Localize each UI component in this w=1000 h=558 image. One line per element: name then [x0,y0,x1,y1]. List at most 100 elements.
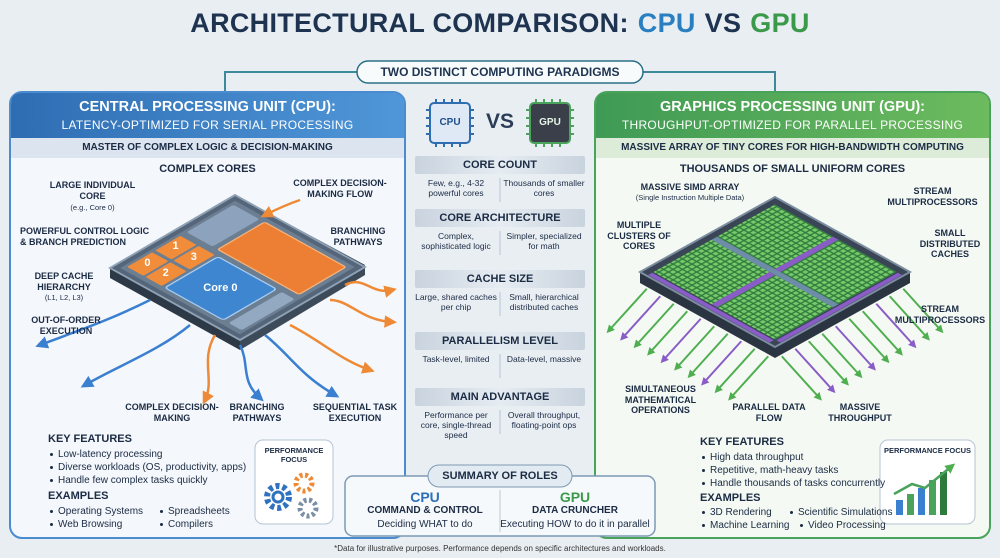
core-label: 0 [144,256,151,269]
core-label: 1 [172,240,179,253]
summary-heading: SUMMARY OF ROLES [442,470,558,482]
row-cell: Overall throughput, floating-point ops [507,410,581,430]
flow-arrow [821,333,863,379]
section-heading: KEY FEATURES [48,433,132,445]
flow-arrow [728,355,769,401]
gpu-icon [526,99,574,147]
cpu-chip [108,193,367,342]
row-cell: Large, shared caches per chip [415,292,497,312]
section-heading: EXAMPLES [700,492,761,504]
diagram-label: MULTIPLE CLUSTERS OF CORES [607,220,671,251]
subtitle: TWO DISTINCT COMPUTING PARADIGMS [380,65,620,79]
list-item: High data throughput [702,452,882,463]
performance-label: PERFORMANCE FOCUS [883,446,972,455]
cpu-header [11,93,404,138]
subtitle-pill [356,60,644,84]
flow-arrow [835,325,876,371]
label-note: (L1, L2, L3) [44,293,84,302]
panel-subtitle: THROUGHPUT-OPTIMIZED FOR PARALLEL PROCES… [621,118,964,132]
gpu-tagline-band [596,138,989,158]
core-label: 2 [162,266,169,279]
growth-icon [893,463,956,515]
diagram-title: COMPLEX CORES [159,163,256,175]
label-note: (e.g., Core 0) [70,203,115,212]
list-item: 3D Rendering [702,507,792,518]
core-label: 3 [190,250,197,263]
chip-label: GPU [539,117,561,128]
row-heading: PARALLELISM LEVEL [442,335,558,347]
flow-arrow [848,318,890,364]
flow-arrow [660,318,702,364]
diagram-title: THOUSANDS OF SMALL UNIFORM CORES [679,163,906,175]
core-label: Core 0 [203,281,238,294]
flow-arrow [647,310,688,356]
title-vs: VS [704,8,742,38]
panel-title: GRAPHICS PROCESSING UNIT (GPU): [659,99,926,115]
list-item: Operating Systems [50,506,150,517]
role-description: Executing HOW to do it in parallel [500,519,650,530]
role-title: DATA CRUNCHER [532,505,618,516]
tagline: MASSIVE ARRAY OF TINY CORES FOR HIGH-BAN… [621,142,964,153]
row-heading: MAIN ADVANTAGE [450,391,550,403]
flow-arrow [687,333,729,379]
row-heading: CORE COUNT [463,159,537,171]
flow-arrow [620,295,661,341]
title-gpu: GPU [750,8,810,38]
list-item: Video Processing [800,520,890,531]
list-item: Handle few complex tasks quickly [50,475,250,486]
section-heading: EXAMPLES [48,490,109,502]
flow-arrow [808,340,849,386]
diagram-label: BRANCHING PATHWAYS [229,402,285,423]
diagram-label: SMALL DISTRIBUTED CACHES [919,228,981,259]
row-heading-band [415,156,585,174]
flow-arrow [902,288,944,334]
diagram-label: SIMULTANEOUS MATHEMATICAL OPERATIONS [624,384,697,415]
diagram-label: MASSIVE THROUGHPUT [828,402,892,423]
list-item: Compilers [160,519,260,530]
footnote: *Data for illustrative purposes. Perform… [334,544,666,553]
role-description: Deciding WHAT to do [377,519,473,530]
row-cell: Task-level, limited [422,354,490,364]
summary-pill [427,464,573,488]
diagram-label: DEEP CACHE HIERARCHY [34,271,94,292]
row-cell: Data-level, massive [506,354,582,364]
row-heading: CACHE SIZE [466,273,534,285]
row-heading: CORE ARCHITECTURE [439,212,561,224]
role-name: CPU [410,489,440,505]
row-cell: Complex, sophisticated logic [421,231,491,251]
diagram-label: POWERFUL CONTROL LOGIC & BRANCH PREDICTI… [20,226,150,247]
row-cell: Small, hierarchical distributed caches [509,292,579,312]
vs-label: VS [485,110,514,133]
flow-arrow [781,355,822,401]
flow-arrow [714,348,756,394]
row-cell: Performance per core, single-thread spee… [420,410,492,440]
title-text: ARCHITECTURAL COMPARISON: [190,8,629,38]
diagram-label: BRANCHING PATHWAYS [330,226,386,247]
list-item: Handle thousands of tasks concurrently [702,478,885,489]
tagline: MASTER OF COMPLEX LOGIC & DECISION-MAKIN… [82,142,333,153]
flow-arrow [875,303,917,349]
role-title: COMMAND & CONTROL [367,505,483,516]
list-item: Diverse workloads (OS, productivity, app… [50,462,250,473]
diagram-label: OUT-OF-ORDER EXECUTION [31,315,101,336]
diagram-label: SEQUENTIAL TASK EXECUTION [312,402,398,423]
diagram-label: MASSIVE SIMD ARRAY [640,182,740,192]
list-item: Web Browsing [50,519,150,530]
list-item: Spreadsheets [160,506,260,517]
gpu-flows [606,288,944,401]
comparison-table [415,156,585,434]
diagram-label: COMPLEX DECISION-MAKING FLOW [293,178,387,199]
panel-title: CENTRAL PROCESSING UNIT (CPU): [79,99,336,115]
flow-arrow [674,325,715,371]
diagram-label: LARGE INDIVIDUAL CORE [49,180,136,201]
list-item: Low-latency processing [50,449,250,460]
connector [224,71,776,94]
row-heading-band [415,209,585,227]
chip-label: CPU [439,117,461,128]
flow-arrow [862,310,903,356]
diagram-label: STREAM MULTIPROCESSORS [887,186,978,207]
gpu-header [596,93,989,138]
diagram-label: STREAM MULTIPROCESSORS [894,304,986,325]
